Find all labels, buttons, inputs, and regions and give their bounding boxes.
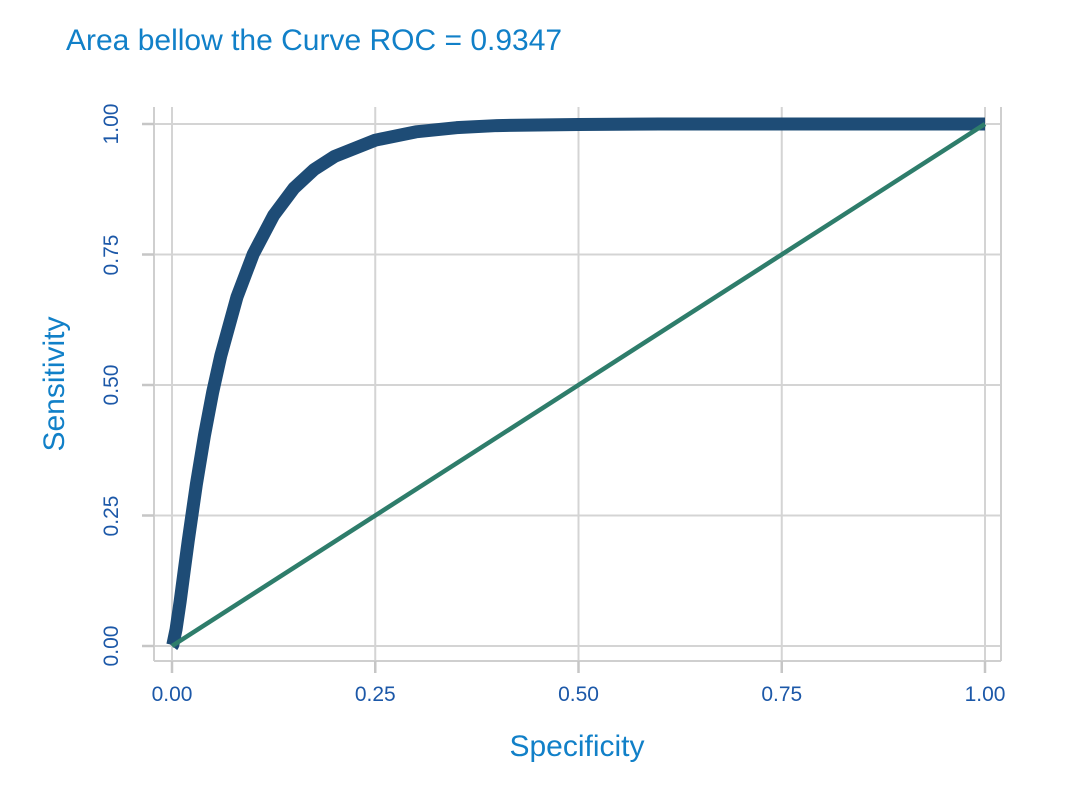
y-tick-label: 0.25 — [100, 495, 123, 536]
x-tick-label: 0.75 — [761, 683, 803, 706]
x-tick-label: 0.50 — [558, 683, 599, 706]
x-tick-label: 0.00 — [151, 683, 193, 706]
chance-diagonal — [170, 122, 987, 648]
chart-title: Area bellow the Curve ROC = 0.9347 — [66, 24, 563, 57]
x-tick-label: 1.00 — [964, 683, 1006, 706]
y-tick-label: 0.00 — [100, 625, 123, 667]
y-axis-title: Sensitivity — [38, 316, 71, 452]
y-tick-label: 0.75 — [100, 234, 123, 275]
y-tick-label: 1.00 — [100, 103, 123, 145]
roc-curve — [166, 117, 985, 652]
x-tick-label: 0.25 — [354, 683, 396, 706]
x-axis-title: Specificity — [509, 730, 645, 763]
y-tick-label: 0.50 — [100, 364, 123, 406]
